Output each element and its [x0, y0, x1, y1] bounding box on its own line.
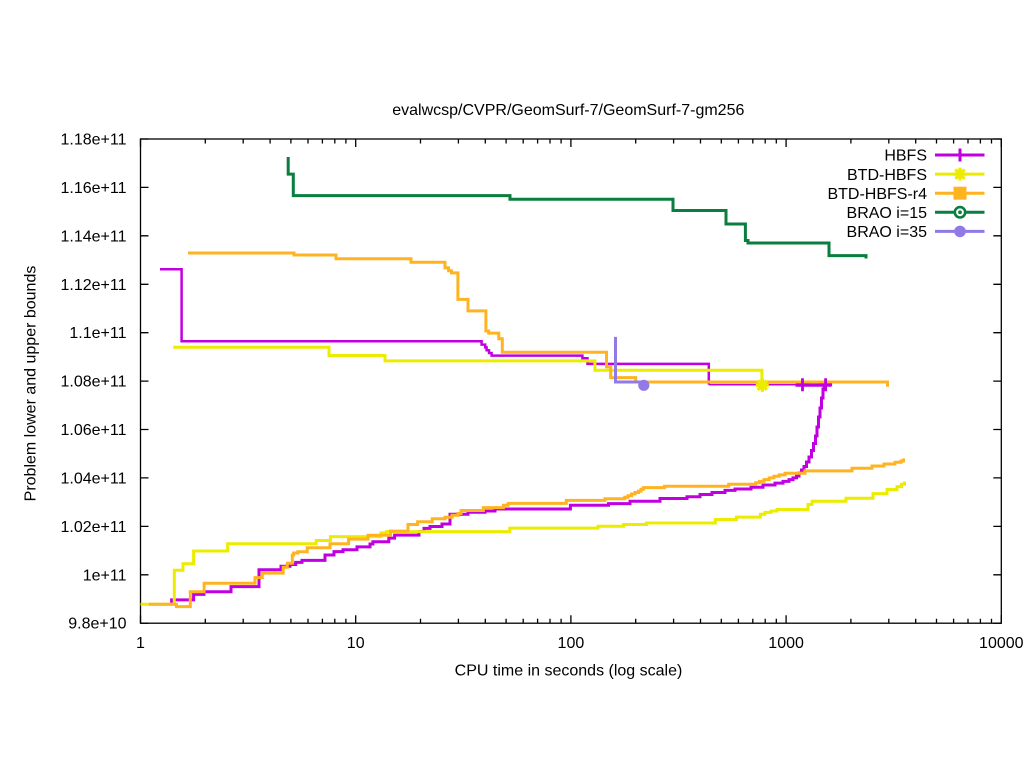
- svg-text:1.02e+11: 1.02e+11: [61, 519, 127, 536]
- svg-text:HBFS: HBFS: [884, 148, 927, 165]
- svg-text:1: 1: [136, 635, 145, 652]
- svg-text:1.08e+11: 1.08e+11: [61, 374, 127, 391]
- svg-text:1.12e+11: 1.12e+11: [61, 277, 127, 294]
- svg-text:BRAO i=15: BRAO i=15: [847, 205, 928, 222]
- svg-text:10: 10: [347, 635, 365, 652]
- svg-text:9.8e+10: 9.8e+10: [68, 616, 126, 633]
- svg-text:1.04e+11: 1.04e+11: [61, 470, 127, 487]
- svg-text:Problem lower and upper bounds: Problem lower and upper bounds: [23, 266, 40, 502]
- svg-text:100: 100: [558, 635, 585, 652]
- svg-text:1.16e+11: 1.16e+11: [61, 180, 127, 197]
- svg-text:1.14e+11: 1.14e+11: [61, 228, 127, 245]
- svg-text:1000: 1000: [768, 635, 804, 652]
- svg-text:CPU time in seconds (log scale: CPU time in seconds (log scale): [455, 663, 683, 680]
- svg-text:1e+11: 1e+11: [83, 567, 127, 584]
- svg-text:evalwcsp/CVPR/GeomSurf-7/GeomS: evalwcsp/CVPR/GeomSurf-7/GeomSurf-7-gm25…: [392, 102, 744, 119]
- svg-text:1.18e+11: 1.18e+11: [61, 132, 127, 149]
- svg-text:BTD-HBFS-r4: BTD-HBFS-r4: [827, 186, 927, 203]
- svg-text:10000: 10000: [979, 635, 1024, 652]
- svg-text:1.1e+11: 1.1e+11: [69, 325, 126, 342]
- svg-text:BTD-HBFS: BTD-HBFS: [847, 167, 927, 184]
- svg-text:1.06e+11: 1.06e+11: [61, 422, 127, 439]
- svg-text:BRAO i=35: BRAO i=35: [847, 224, 928, 241]
